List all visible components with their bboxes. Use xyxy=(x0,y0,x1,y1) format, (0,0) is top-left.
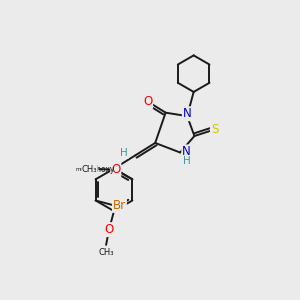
Text: CH₃: CH₃ xyxy=(82,165,97,174)
Text: CH₃: CH₃ xyxy=(98,248,114,257)
Text: H: H xyxy=(183,156,190,166)
Text: methoxy: methoxy xyxy=(75,167,100,172)
Text: N: N xyxy=(182,146,191,158)
Text: N: N xyxy=(183,107,192,120)
Text: methoxy: methoxy xyxy=(81,165,114,174)
Text: H: H xyxy=(120,148,128,158)
Text: O: O xyxy=(111,163,120,176)
Text: O: O xyxy=(143,95,152,108)
Text: S: S xyxy=(211,123,218,136)
Text: Br: Br xyxy=(113,199,126,212)
Text: O: O xyxy=(104,223,114,236)
